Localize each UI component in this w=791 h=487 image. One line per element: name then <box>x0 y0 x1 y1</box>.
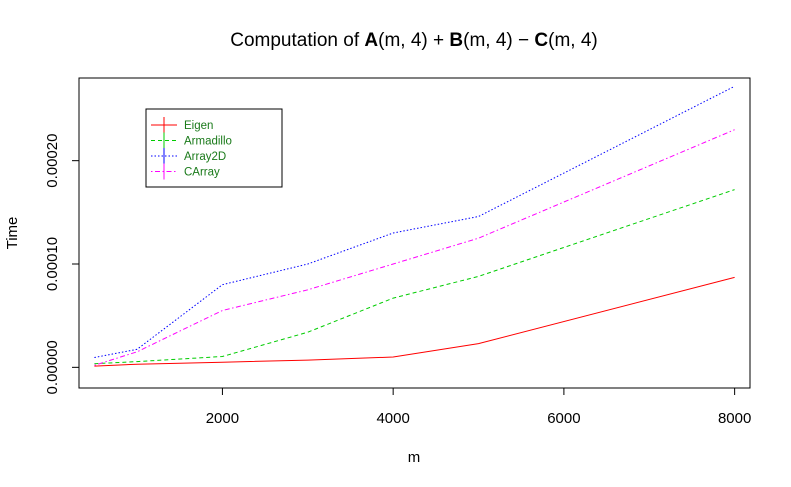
legend-item-carray: CArray <box>151 163 220 180</box>
legend-label: Armadillo <box>184 136 232 148</box>
x-tick-label: 2000 <box>206 410 239 427</box>
title-args-c: (m, 4) <box>548 30 598 51</box>
y-tick-label: 0.00010 <box>44 237 61 291</box>
title-prefix: Computation of <box>230 30 364 51</box>
legend-label: CArray <box>184 167 220 179</box>
title-args-a: (m, 4) <box>378 30 428 51</box>
title-args-b: (m, 4) <box>463 30 513 51</box>
title-matrix-b: B <box>449 30 463 51</box>
legend-label: Eigen <box>184 120 213 132</box>
title-matrix-c: C <box>534 30 548 51</box>
x-tick-label: 4000 <box>376 410 409 427</box>
series-line-array2d <box>94 85 735 358</box>
legend-item-eigen: Eigen <box>151 117 213 133</box>
x-axis-label: m <box>408 449 421 466</box>
title-matrix-a: A <box>364 30 378 51</box>
legend-item-armadillo: Armadillo <box>151 132 232 149</box>
title-plus: + <box>428 30 450 51</box>
legend-items: Eigen Armadillo Array2D CArray <box>151 117 232 180</box>
y-axis-label: Time <box>4 217 21 250</box>
y-tick-label: 0.00020 <box>44 134 61 188</box>
legend-label: Array2D <box>184 151 226 163</box>
x-tick-label: 6000 <box>547 410 580 427</box>
x-axis: 2000 4000 6000 8000 <box>206 387 751 427</box>
y-axis: 0.00000 0.00010 0.00020 <box>44 134 80 394</box>
y-tick-label: 0.00000 <box>44 340 61 394</box>
title-minus: − <box>513 30 535 51</box>
series-line-armadillo <box>94 189 735 365</box>
legend-item-array2d: Array2D <box>151 148 226 164</box>
series-line-eigen <box>94 276 735 367</box>
legend: Eigen Armadillo Array2D CArray <box>145 108 283 188</box>
x-tick-label: 8000 <box>718 410 751 427</box>
series-layer <box>94 85 735 367</box>
chart-title: Computation of A(m, 4) + B(m, 4) − C(m, … <box>230 30 597 51</box>
legend-box <box>145 108 283 188</box>
series-line-carray <box>94 129 735 366</box>
